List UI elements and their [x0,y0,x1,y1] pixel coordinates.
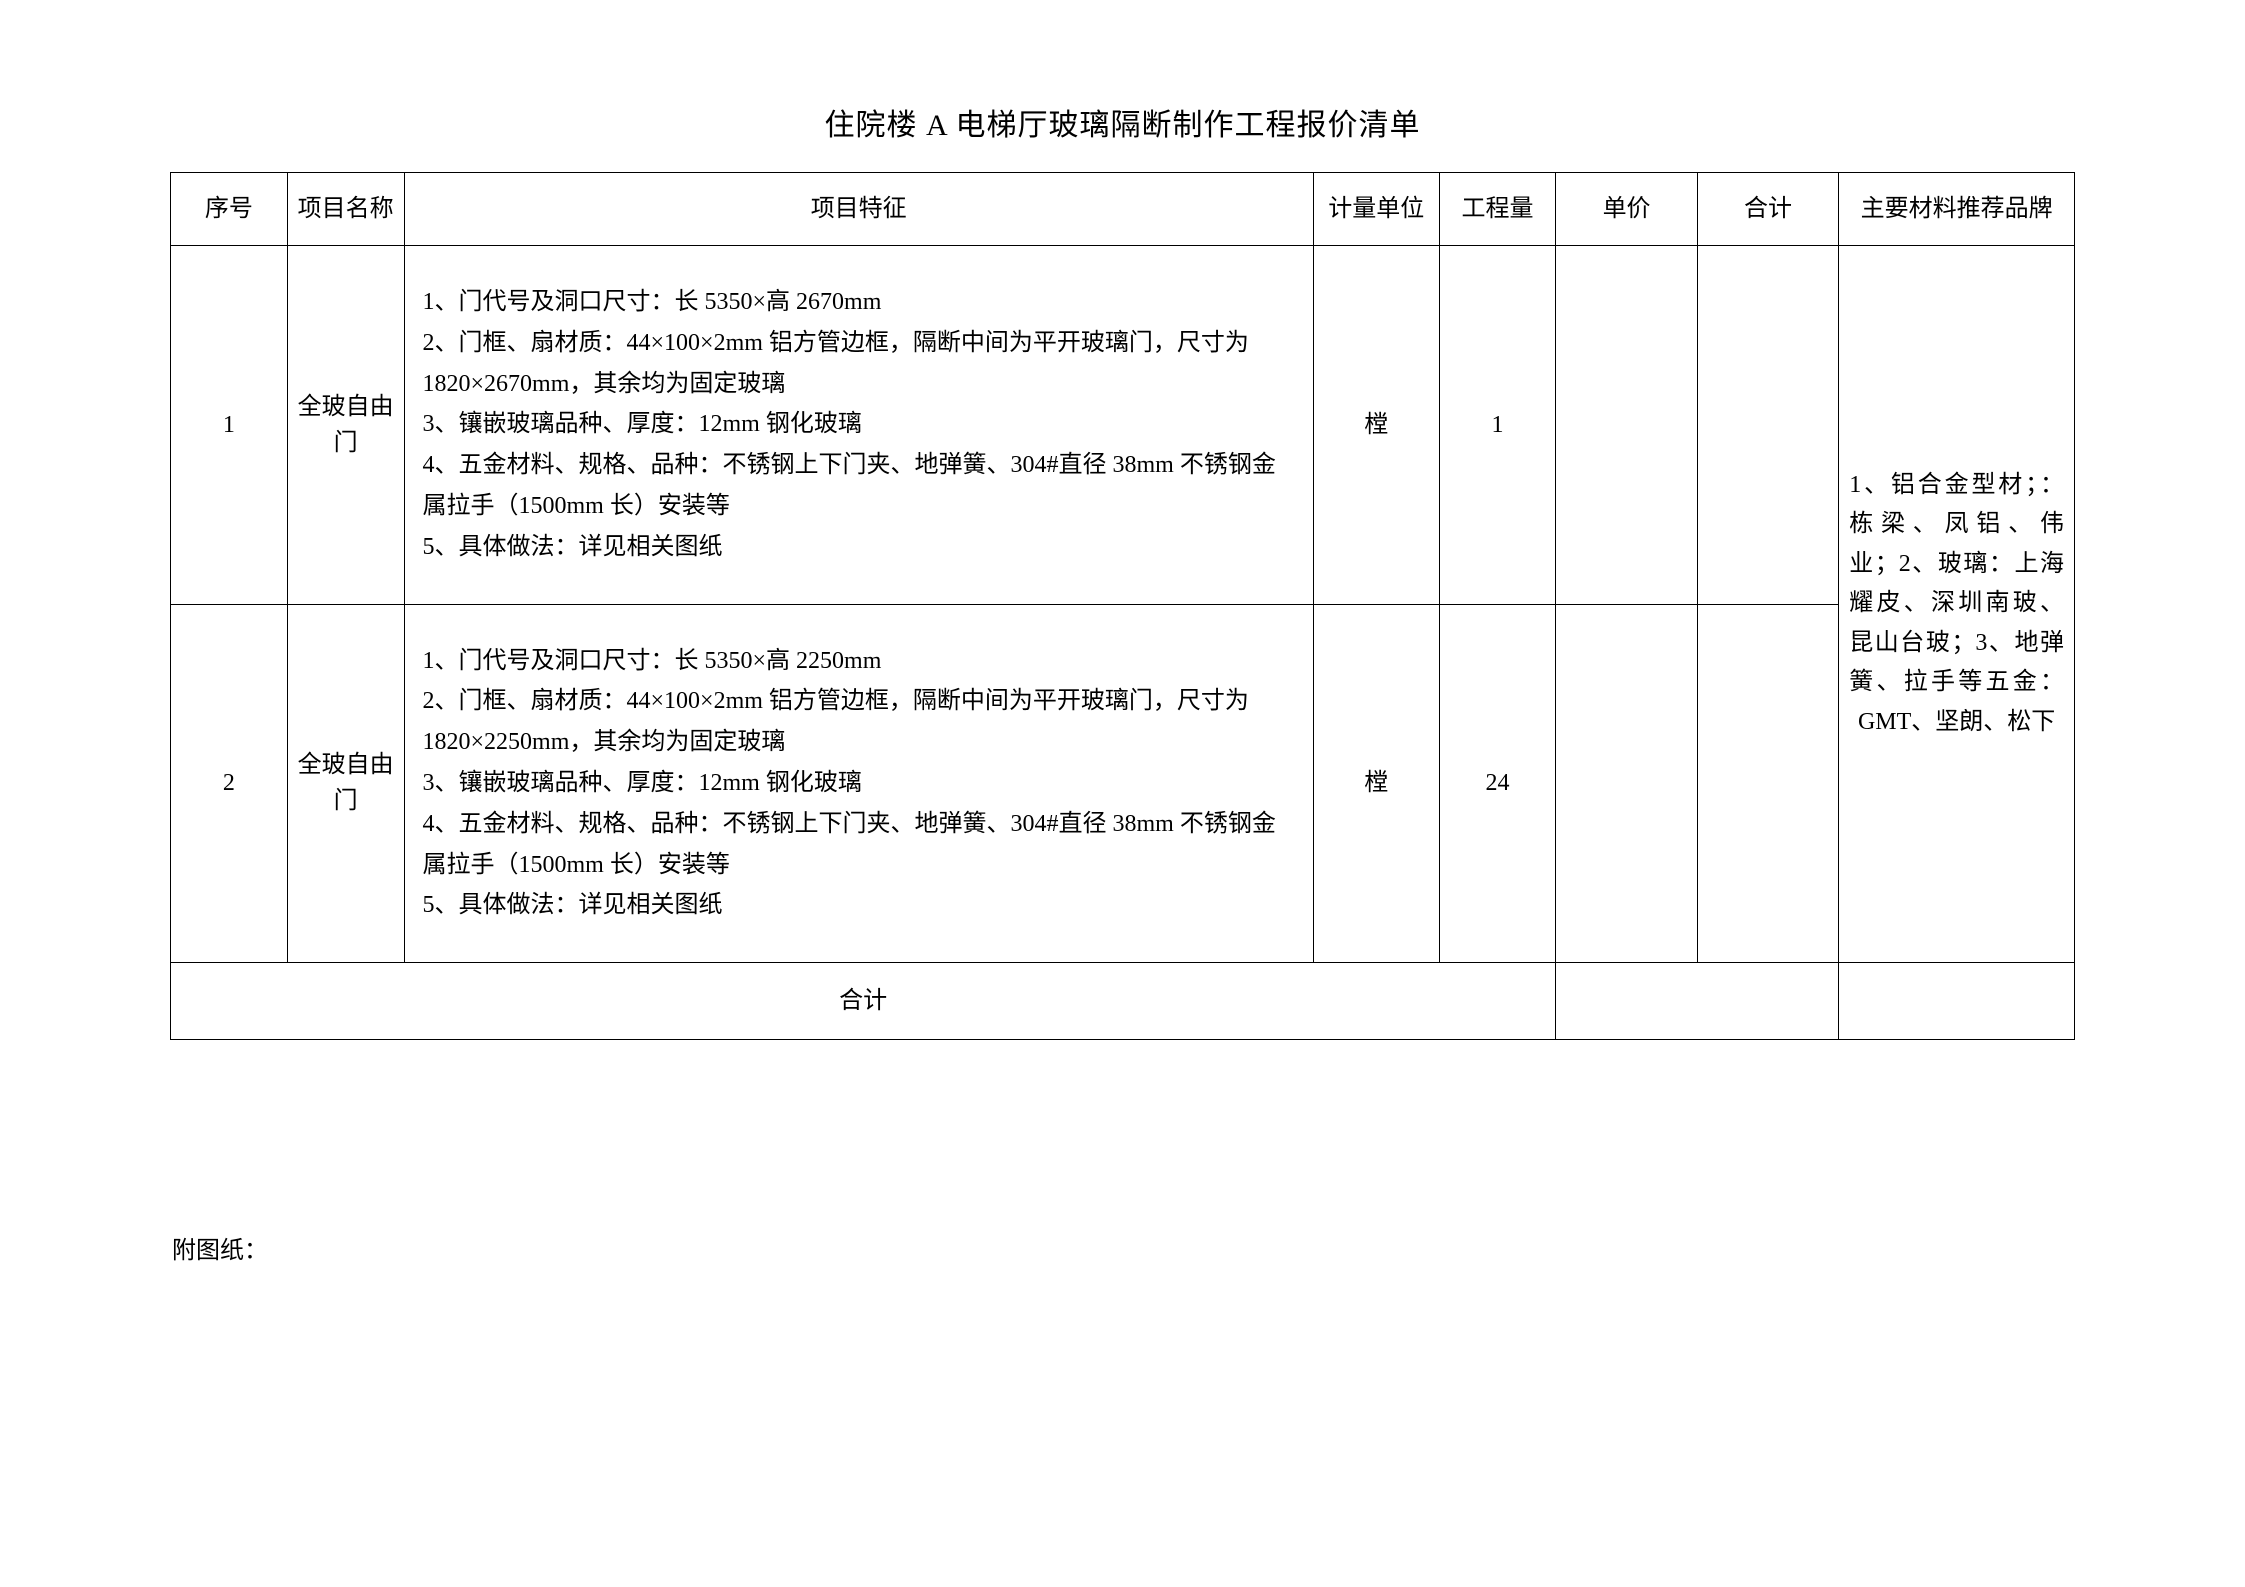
total-brand-blank [1839,963,2075,1040]
cell-seq: 1 [171,246,288,605]
header-unit: 计量单位 [1313,173,1439,246]
cell-unit: 樘 [1313,604,1439,963]
total-value [1556,963,1839,1040]
cell-brand-merged: 1、铝合金型材；：栋梁、凤铝、伟业；2、玻璃：上海耀皮、深圳南玻、昆山台玻；3、… [1839,246,2075,963]
header-name: 项目名称 [287,173,404,246]
table-header-row: 序号 项目名称 项目特征 计量单位 工程量 单价 合计 主要材料推荐品牌 [171,173,2075,246]
table-row: 2 全玻自由门 1、门代号及洞口尺寸：长 5350×高 2250mm2、门框、扇… [171,604,2075,963]
cell-total [1697,604,1838,963]
header-qty: 工程量 [1439,173,1556,246]
cell-price [1556,604,1697,963]
cell-unit: 樘 [1313,246,1439,605]
total-label: 合计 [171,963,1556,1040]
cell-name: 全玻自由门 [287,246,404,605]
cell-qty: 24 [1439,604,1556,963]
cell-qty: 1 [1439,246,1556,605]
cell-name: 全玻自由门 [287,604,404,963]
header-price: 单价 [1556,173,1697,246]
cell-price [1556,246,1697,605]
header-feature: 项目特征 [404,173,1313,246]
cell-total [1697,246,1838,605]
cell-feature: 1、门代号及洞口尺寸：长 5350×高 2250mm2、门框、扇材质：44×10… [404,604,1313,963]
header-seq: 序号 [171,173,288,246]
cell-feature: 1、门代号及洞口尺寸：长 5350×高 2670mm2、门框、扇材质：44×10… [404,246,1313,605]
table-row: 1 全玻自由门 1、门代号及洞口尺寸：长 5350×高 2670mm2、门框、扇… [171,246,2075,605]
quotation-table: 序号 项目名称 项目特征 计量单位 工程量 单价 合计 主要材料推荐品牌 1 全… [170,172,2075,1040]
cell-seq: 2 [171,604,288,963]
page-title: 住院楼 A 电梯厅玻璃隔断制作工程报价清单 [170,100,2075,144]
footer-note: 附图纸： [170,1230,2075,1265]
header-total: 合计 [1697,173,1838,246]
table-total-row: 合计 [171,963,2075,1040]
header-brand: 主要材料推荐品牌 [1839,173,2075,246]
